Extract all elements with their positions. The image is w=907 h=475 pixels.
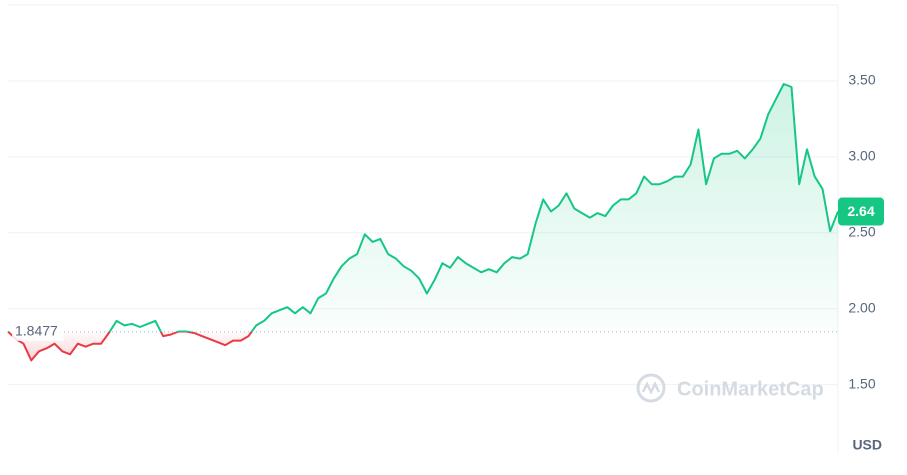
current-price-box [838,197,884,226]
area [8,84,838,361]
y-tick-label: 2.50 [848,223,875,239]
watermark: CoinMarketCap [636,373,824,403]
y-tick-label: 1.50 [848,375,875,391]
current-price-label: 2.64 [847,203,874,219]
reference-label-bg [12,322,64,341]
y-tick-label: 3.50 [848,72,875,88]
y-tick-label: 2.00 [848,299,875,315]
price-line [7,83,839,362]
y-tick-label: 3.00 [848,148,875,164]
axis-unit: USD [852,437,882,453]
reference-label: 1.8477 [15,323,58,339]
watermark-text: CoinMarketCap [677,378,824,400]
